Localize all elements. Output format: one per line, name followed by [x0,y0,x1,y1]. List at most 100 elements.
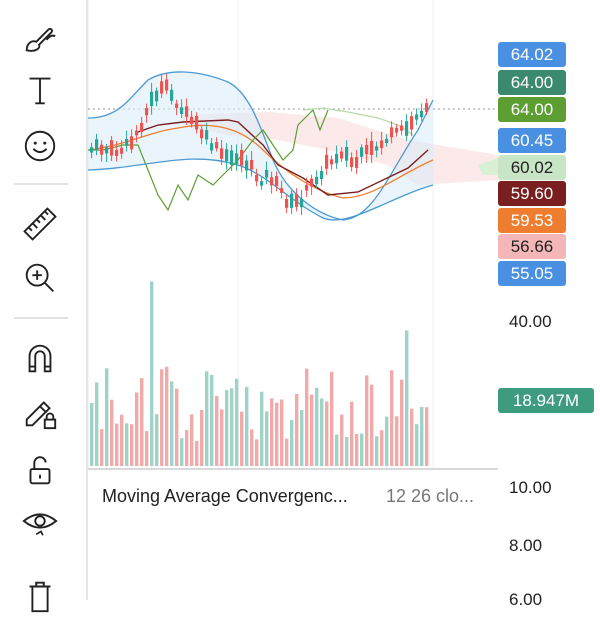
brush-tool[interactable] [16,14,64,62]
candle [215,142,219,149]
volume-bar [300,410,304,466]
volume-bar [185,430,189,466]
price-chart-pane[interactable] [87,0,498,470]
trash-icon [29,581,51,613]
volume-bar [325,401,329,466]
volume-bar [310,394,314,466]
magnet-tool[interactable] [16,334,64,382]
lock-tool[interactable] [16,446,64,494]
toolbar-edge [86,0,88,600]
macd-title[interactable]: Moving Average Convergenc... [102,486,348,506]
volume-bar [95,382,99,466]
zoom-in-icon [25,263,54,292]
macd-pane[interactable]: Moving Average Convergenc... 12 26 clo..… [88,470,498,600]
volume-bar [105,368,109,466]
volume-bar [340,414,344,466]
volume-bar [290,420,294,466]
candle [210,143,214,151]
volume-bar [295,393,299,466]
volume-bar [245,386,249,466]
volume-bar [350,401,354,466]
candle [285,198,289,208]
volume-last-tag: 18.947M [498,388,594,413]
candle [390,127,394,138]
volume-bar [260,391,264,466]
volume-bar [120,414,124,466]
volume-bar [385,416,389,466]
pane-divider[interactable] [88,468,498,470]
volume-bar [170,381,174,466]
volume-bar [395,416,399,466]
candle [155,90,159,102]
candle [370,140,374,155]
volume-bar [250,429,254,466]
candle [205,130,209,140]
volume-bar [270,398,274,466]
volume-bar [200,409,204,466]
text-icon [29,77,51,105]
candle [355,157,359,169]
volume-bar [150,281,154,466]
price-tag-span-a: 60.02 [498,155,566,180]
emoji-tool[interactable] [16,122,64,170]
lock-drawings-tool[interactable] [16,388,64,436]
price-tag-last-price: 64.00 [498,70,566,95]
volume-bar [360,433,364,466]
volume-bar [240,411,244,466]
price-tag-middle-band: 60.45 [498,128,566,153]
macd-axis-label-bottom: 6.00 [509,590,543,609]
pencil-lock-icon [25,401,57,430]
price-tag-lower-band: 55.05 [498,261,566,286]
volume-bar [345,437,349,466]
bollinger-lower [87,158,434,221]
volume-bar [235,378,239,466]
delete-tool[interactable] [16,572,64,620]
candle [90,147,94,153]
candle [295,194,299,207]
drawing-toolbar [0,0,82,613]
candle [310,178,314,187]
price-tag-moving-average: 59.53 [498,208,566,233]
price-tag-upper-band: 64.02 [498,42,566,67]
candle [345,146,349,161]
volume-bar [145,431,149,466]
volume-bar [415,424,419,466]
volume-axis-label: 40.00 [509,312,552,331]
text-tool[interactable] [16,66,64,114]
hide-tool[interactable] [16,497,64,545]
candle [340,151,344,159]
volume-bar [230,388,234,466]
volume-bar [130,424,134,466]
price-tag-baseline: 59.60 [498,181,566,206]
candle [235,153,239,164]
zoom-tool[interactable] [16,254,64,302]
candle [280,188,284,193]
volume-bar [320,398,324,466]
price-chart-canvas[interactable] [87,0,498,470]
volume-bar [305,368,309,466]
candle [375,146,379,151]
volume-bar [225,390,229,466]
candle [365,144,369,155]
candle [245,160,249,171]
candle [240,149,244,166]
candle [265,169,269,178]
volume-bar [100,429,104,466]
candle [385,138,389,144]
candle [200,129,204,139]
volume-bar [405,330,409,466]
smiley-icon [24,130,56,162]
volume-bar [330,371,334,466]
candle [405,121,409,136]
volume-bar [125,423,129,466]
candle [395,127,399,133]
candle [400,125,404,131]
measure-tool[interactable] [16,200,64,248]
candle [330,159,334,165]
candle [230,150,234,166]
macd-params[interactable]: 12 26 clo... [386,486,475,506]
candle [125,138,129,146]
candle [130,136,134,150]
candle [195,116,199,130]
volume-bar [365,375,369,466]
